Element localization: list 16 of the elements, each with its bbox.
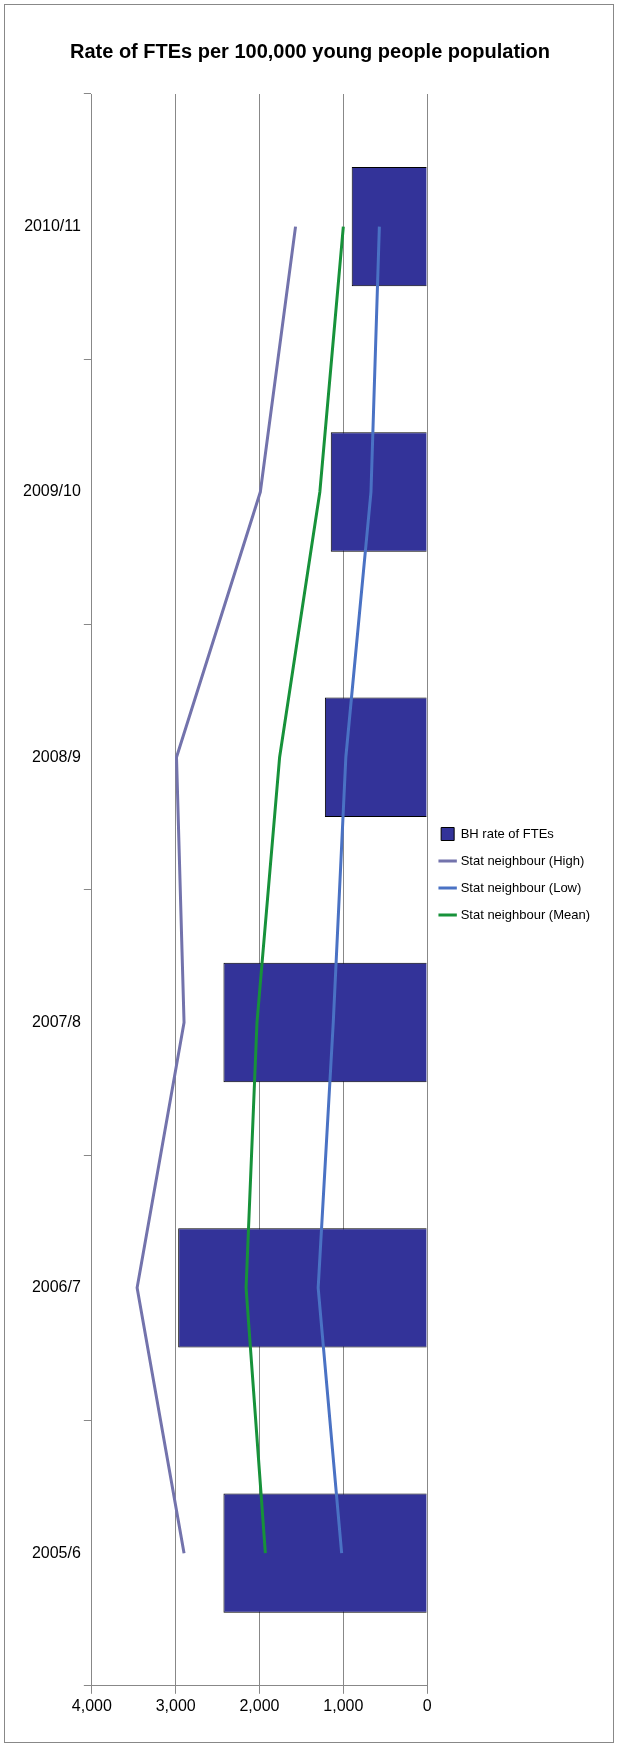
y-tick-label: 2010/11 (24, 217, 81, 235)
legend-label: Stat neighbour (Low) (460, 879, 582, 895)
x-tick-label: 0 (422, 1696, 432, 1714)
x-tick-label: 3,000 (155, 1696, 196, 1714)
legend-label: Stat neighbour (Mean) (460, 906, 591, 922)
legend-label: Stat neighbour (High) (460, 852, 585, 868)
y-tick-label: 2006/7 (31, 1278, 81, 1296)
y-tick-label: 2008/9 (31, 747, 81, 765)
x-tick-label: 4,000 (71, 1696, 112, 1714)
y-tick-label: 2009/10 (22, 482, 81, 500)
legend-label: BH rate of FTEs (460, 825, 555, 841)
x-tick-label: 1,000 (323, 1696, 364, 1714)
chart-title: Rate of FTEs per 100,000 young people population (69, 39, 551, 62)
x-tick-label: 2,000 (239, 1696, 280, 1714)
y-tick-label: 2007/8 (31, 1012, 81, 1030)
y-tick-label: 2005/6 (31, 1543, 81, 1561)
